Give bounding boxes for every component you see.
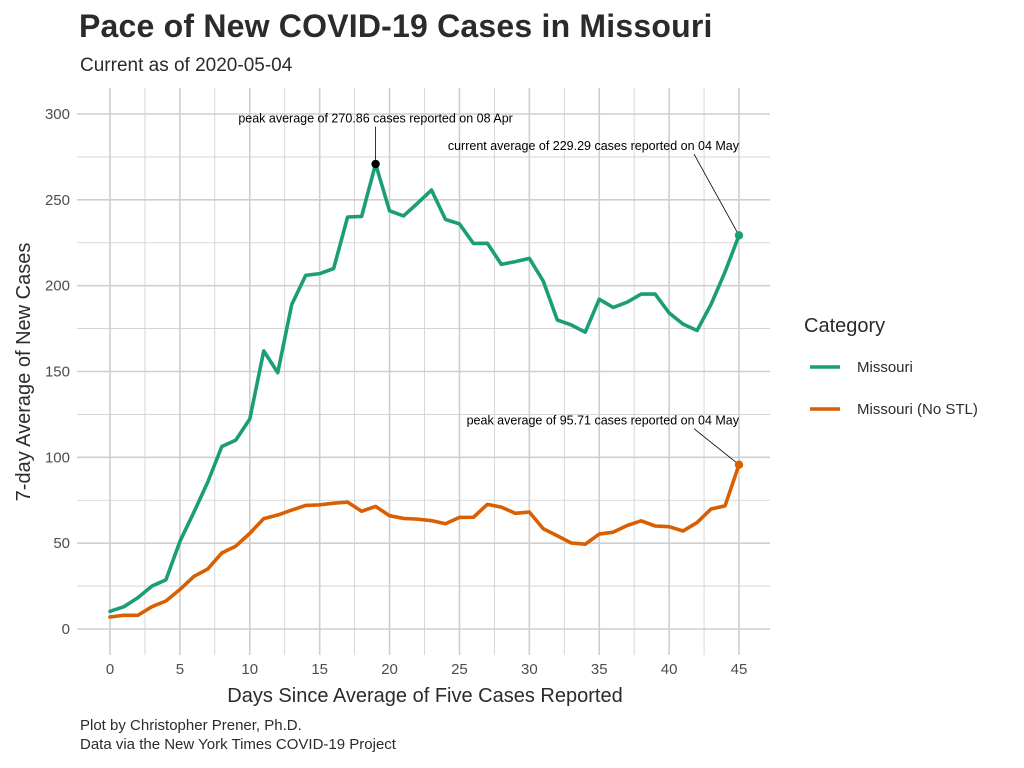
legend-label: Missouri: [857, 359, 913, 376]
annotation-label: peak average of 95.71 cases reported on …: [467, 414, 740, 428]
legend: Category Missouri Missouri (No STL): [804, 315, 978, 418]
x-tick-label: 15: [311, 661, 328, 678]
chart-title: Pace of New COVID-19 Cases in Missouri: [79, 8, 713, 44]
annotation-leader: [693, 153, 740, 236]
y-tick-label: 0: [62, 621, 70, 638]
x-tick-label: 35: [591, 661, 608, 678]
x-tick-label: 30: [521, 661, 538, 678]
y-tick-label: 100: [45, 449, 70, 466]
legend-label: Missouri (No STL): [857, 401, 978, 418]
annotation-point: [371, 159, 380, 169]
x-tick-label: 0: [106, 661, 114, 678]
x-tick-label: 20: [381, 661, 398, 678]
chart-subtitle: Current as of 2020-05-04: [80, 55, 293, 76]
annotation-point: [734, 231, 744, 240]
x-tick-label: 25: [451, 661, 468, 678]
x-axis-title: Days Since Average of Five Cases Reporte…: [227, 685, 622, 707]
annotation-label: peak average of 270.86 cases reported on…: [238, 112, 513, 126]
y-tick-label: 250: [45, 192, 70, 209]
y-tick-label: 150: [45, 364, 70, 381]
annotations: peak average of 270.86 cases reported on…: [238, 112, 744, 469]
annotation-point: [734, 460, 744, 469]
annotation-label: current average of 229.29 cases reported…: [448, 139, 740, 153]
x-tick-label: 5: [176, 661, 184, 678]
legend-title: Category: [804, 315, 885, 337]
x-tick-label: 10: [241, 661, 258, 678]
y-axis-title: 7-day Average of New Cases: [13, 243, 35, 502]
series-lines: [108, 162, 741, 619]
y-tick-label: 300: [45, 106, 70, 123]
x-tick-label: 45: [731, 661, 748, 678]
annotation-leader: [693, 428, 740, 466]
series-line-missouri: [108, 162, 741, 614]
y-tick-label: 200: [45, 278, 70, 295]
caption-author: Plot by Christopher Prener, Ph.D.: [80, 717, 302, 734]
caption: Plot by Christopher Prener, Ph.D. Data v…: [80, 716, 396, 754]
caption-source: Data via the New York Times COVID-19 Pro…: [80, 736, 396, 753]
y-tick-label: 50: [53, 535, 70, 552]
grid: [77, 88, 770, 655]
series-line-missouri-no-stl: [108, 462, 741, 619]
axis-ticks: 0 50 100 150 200 250 300 0 5 10 15 20 25 30 35 40 45: [45, 106, 747, 678]
x-tick-label: 40: [661, 661, 678, 678]
